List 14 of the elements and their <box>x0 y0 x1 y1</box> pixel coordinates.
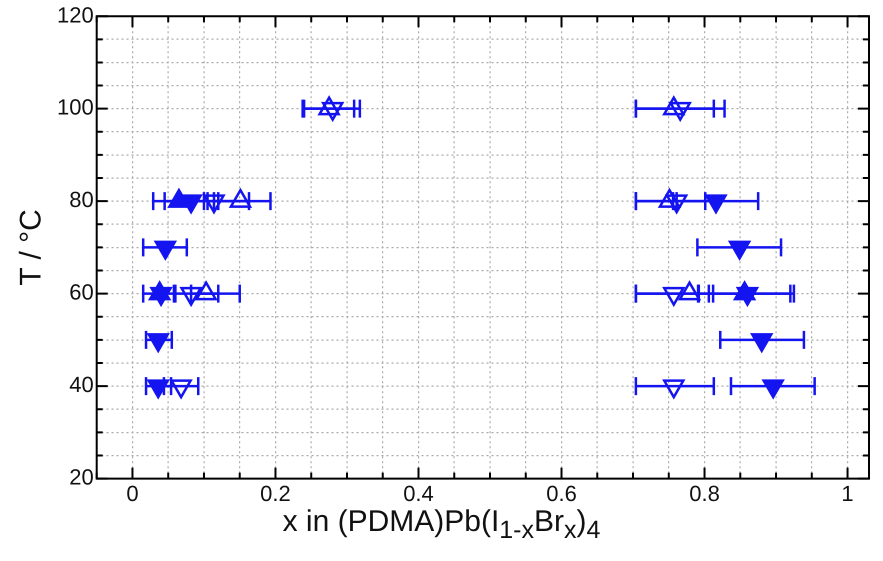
x-tick-label: 0.4 <box>403 480 434 506</box>
x-tick-label: 0.6 <box>546 480 577 506</box>
y-tick-label: 100 <box>56 94 94 120</box>
x-tick-label: 0.8 <box>689 480 720 506</box>
y-axis-title: T / °C <box>14 209 48 286</box>
y-tick-label: 40 <box>69 372 94 398</box>
x-tick-label: 0 <box>126 480 139 506</box>
y-tick-label: 120 <box>56 2 94 28</box>
y-tick-label: 20 <box>69 464 94 490</box>
y-tick-label: 80 <box>69 187 94 212</box>
x-axis-title: x in (PDMA)Pb(I$_{1-x}$Br$_{x}$)$_{4}$ <box>282 505 602 545</box>
x-tick-label: 1 <box>841 480 854 506</box>
x-tick-label: 0.2 <box>260 480 291 506</box>
y-tick-label: 60 <box>69 280 94 305</box>
